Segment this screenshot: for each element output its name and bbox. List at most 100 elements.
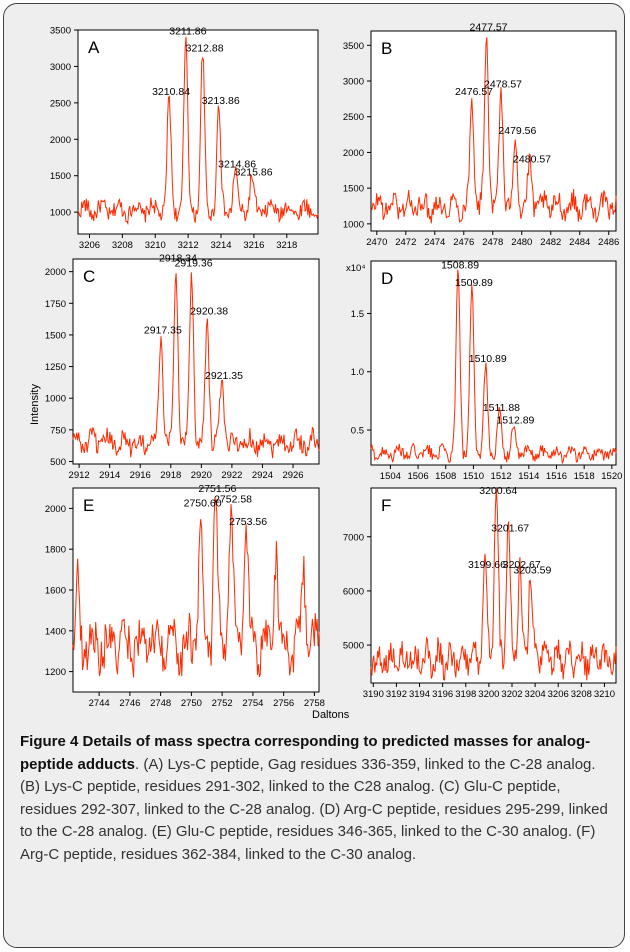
y-tick-label: 1600: [45, 586, 66, 597]
peak-label: 1512.89: [496, 415, 534, 427]
peak-label: 3212.88: [186, 43, 224, 55]
y-tick-label: 1500: [45, 330, 66, 341]
x-tick-label: 2478: [482, 237, 503, 248]
panel-letter: F: [381, 496, 391, 515]
peak-label: 1509.89: [455, 277, 493, 289]
y-tick-label: 2000: [45, 267, 66, 278]
y-tick-label: 6000: [343, 586, 364, 597]
x-tick-label: 2926: [282, 470, 303, 481]
panel-letter: A: [88, 38, 100, 57]
x-tick-label: 1516: [546, 471, 567, 482]
x-tick-label: 3208: [571, 689, 592, 700]
x-axis-label: Daltons: [312, 709, 350, 721]
panel-e: 2744 2746 2748 2750 2752 2754 2756 2758 1200 1400…: [45, 483, 325, 709]
y-tick-label: 500: [50, 457, 66, 468]
spectrum-trace: [370, 487, 617, 681]
panel-b: 2470 2472 2474 2476 2478 2480 2482 2484 2486 1000…: [343, 22, 619, 248]
peak-label: 3214.86: [218, 158, 256, 170]
x-tick-label: 2756: [273, 698, 294, 709]
spectrum-trace: [370, 37, 617, 224]
x-tick-label: 2474: [424, 237, 445, 248]
x-tick-label: 2758: [304, 698, 325, 709]
y-tick-label: 3000: [50, 62, 71, 73]
x-tick-label: 2912: [69, 470, 90, 481]
plot-area: [370, 260, 617, 466]
x-tick-label: 3218: [276, 240, 297, 251]
peak-label: 1508.89: [441, 260, 479, 272]
x-tick-label: 1504: [380, 471, 401, 482]
x-tick-label: 2472: [395, 237, 416, 248]
x-tick-label: 3206: [79, 240, 100, 251]
x-tick-label: 2744: [89, 698, 110, 709]
y-tick-label: 1500: [50, 171, 71, 182]
y-tick-label: 2000: [50, 135, 71, 146]
y-tick-label: 7000: [343, 532, 364, 543]
peak-label: 3215.86: [235, 166, 273, 178]
peak-label: 3210.84: [152, 86, 190, 98]
caption-title: Figure 4 Details of mass spectra corresp…: [20, 733, 591, 773]
panel-letter: D: [381, 269, 393, 288]
peak-label: 2920.38: [190, 305, 228, 317]
x-tick-label: 3210: [145, 240, 166, 251]
peak-label: 2478.57: [484, 79, 522, 91]
x-tick-label: 3212: [178, 240, 199, 251]
x-tick-label: 2470: [366, 237, 387, 248]
y-tick-label: 1200: [45, 667, 66, 678]
y-tick-label: 1000: [45, 394, 66, 405]
peak-label: 2476.57: [455, 86, 493, 98]
x-tick-label: 2920: [191, 470, 212, 481]
peak-label: 2480.57: [513, 154, 551, 166]
x-tick-label: 3198: [455, 689, 476, 700]
y-tick-label: 1400: [45, 626, 66, 637]
y-tick-label: 2500: [343, 112, 364, 123]
peak-label: 3211.86: [169, 26, 206, 38]
spectrum-trace: [370, 269, 617, 465]
panel-letter: E: [83, 496, 94, 515]
x-tick-label: 2750: [181, 698, 202, 709]
y-multiplier-label: x10⁴: [346, 263, 365, 274]
panel-letter: B: [381, 39, 392, 58]
x-tick-label: 2476: [453, 237, 474, 248]
x-tick-label: 3214: [210, 240, 231, 251]
peak-label: 1511.88: [483, 402, 520, 414]
x-tick-label: 2916: [130, 470, 151, 481]
y-tick-label: 3500: [50, 26, 71, 37]
spectrum-trace: [72, 496, 320, 678]
y-tick-label: 2500: [50, 98, 71, 109]
y-tick-label: 750: [50, 425, 66, 436]
peak-label: 2477.57: [470, 22, 508, 34]
x-tick-label: 2754: [242, 698, 263, 709]
spectrum-trace: [77, 36, 319, 226]
x-tick-label: 1514: [518, 471, 539, 482]
peak-label: 3201.67: [491, 523, 529, 535]
peak-label: 3203.59: [513, 564, 551, 576]
x-tick-label: 3200: [478, 689, 499, 700]
panel-letter: C: [83, 267, 95, 286]
peak-label: 3202.67: [503, 559, 541, 571]
x-tick-label: 1510: [463, 471, 484, 482]
x-tick-label: 2924: [252, 470, 273, 481]
y-tick-label: 1800: [45, 545, 66, 556]
peak-label: 2751.56: [198, 483, 236, 495]
x-tick-label: 2482: [540, 237, 561, 248]
y-tick-label: 1.0: [351, 367, 364, 378]
x-tick-label: 2752: [212, 698, 233, 709]
x-tick-label: 1518: [574, 471, 595, 482]
caption-body: . (A) Lys-C peptide, Gag residues 336-35…: [20, 755, 608, 863]
peak-label: 2479.56: [498, 125, 536, 137]
spectra-panels: 3206 3208 3210 3212 3214 3216 3218100015002000…: [45, 22, 623, 709]
x-tick-label: 3216: [243, 240, 264, 251]
peak-label: 3200.64: [479, 485, 517, 497]
x-tick-label: 2480: [511, 237, 532, 248]
y-tick-label: 1000: [343, 219, 364, 230]
peak-label: 3199.66: [468, 559, 506, 571]
x-tick-label: 3206: [548, 689, 569, 700]
panel-a: 3206 3208 3210 3212 3214 3216 3218 1000 1500 2000…: [50, 26, 319, 251]
y-tick-label: 1250: [45, 362, 66, 373]
x-tick-label: 3202: [501, 689, 522, 700]
x-tick-label: 1506: [407, 471, 428, 482]
peak-label: 3213.86: [202, 95, 240, 107]
x-tick-label: 1508: [435, 471, 456, 482]
peak-label: 2750.60: [184, 497, 222, 509]
y-tick-label: 5000: [343, 641, 364, 652]
